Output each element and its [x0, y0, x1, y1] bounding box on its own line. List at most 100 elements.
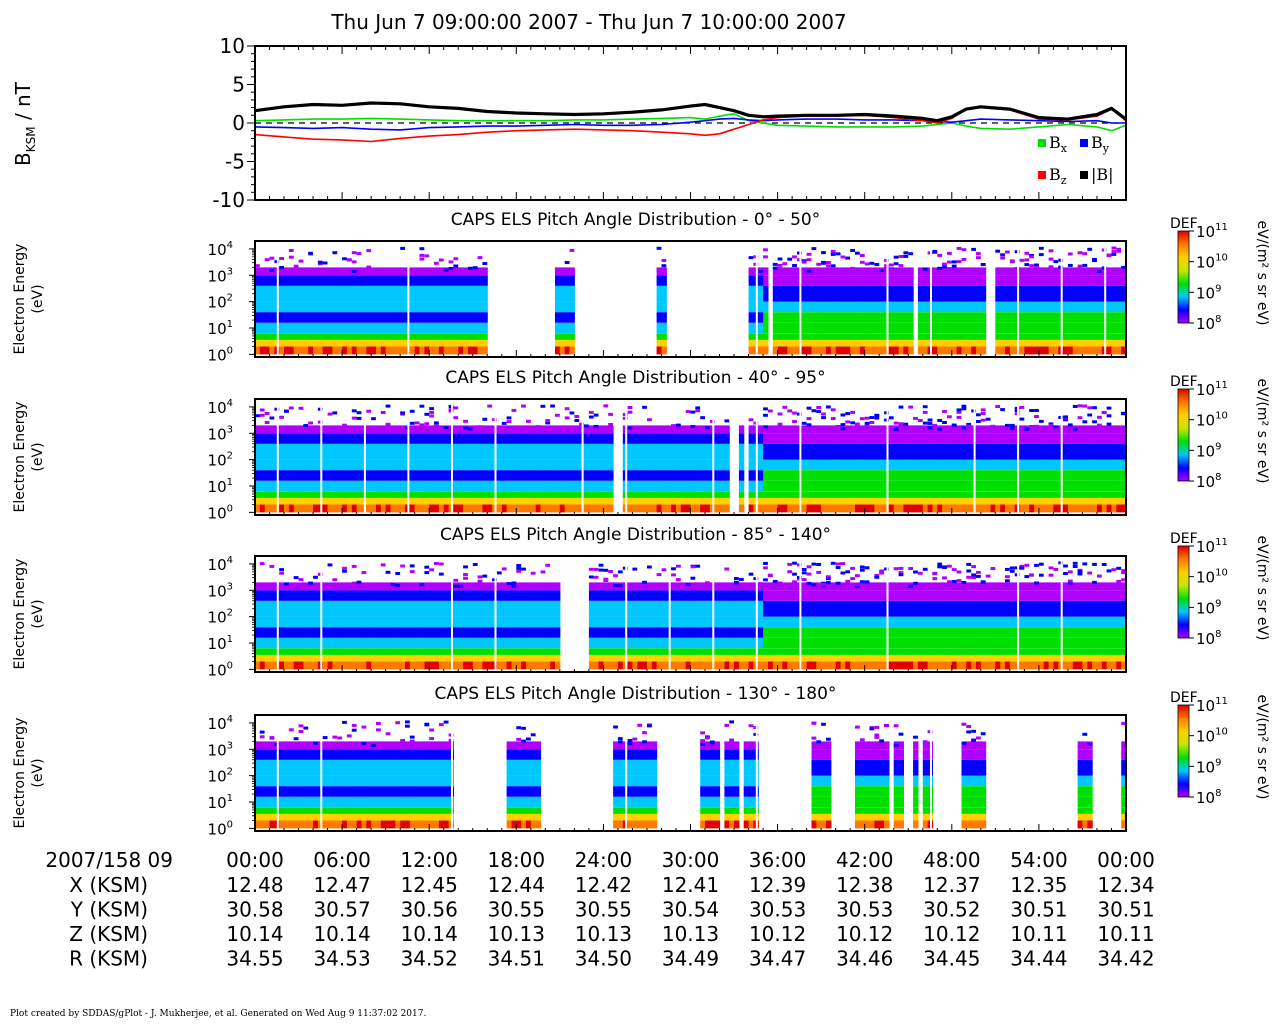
spectrogram-cell	[744, 638, 749, 649]
spectrogram-speck	[841, 256, 846, 259]
spectrogram-speck	[831, 562, 836, 565]
spectrogram-speck	[802, 261, 807, 264]
spectrogram-cell	[337, 425, 342, 433]
spectrogram-cell	[444, 275, 449, 286]
spectrogram-cell	[424, 617, 429, 628]
spectrogram-cell	[724, 505, 729, 513]
spectrogram-speck	[352, 582, 357, 585]
spectrogram-cell	[724, 498, 729, 505]
spectrogram-cell	[855, 662, 860, 670]
spectrogram-cell	[860, 312, 865, 323]
spectrogram-cell	[400, 275, 405, 286]
spectrogram-cell	[1049, 302, 1054, 313]
spectrogram-cell	[942, 617, 947, 628]
spectrogram-cell	[841, 302, 846, 313]
spectrogram-cell	[391, 617, 396, 628]
spectrogram-cell	[739, 582, 744, 590]
spectrogram-cell	[516, 648, 521, 655]
spectrogram-cell	[332, 491, 337, 498]
spectrogram-speck	[468, 428, 473, 431]
spectrogram-cell	[536, 662, 541, 670]
spectrogram-cell	[855, 286, 860, 302]
spectrogram-cell	[802, 312, 807, 323]
spectrogram-speck	[420, 583, 425, 586]
spectrogram-cell	[652, 505, 657, 513]
spectrogram-cell	[923, 333, 928, 340]
spectrogram-cell	[637, 505, 642, 513]
spectrogram-cell	[850, 312, 855, 323]
spectrogram-cell	[458, 498, 463, 505]
spectrogram-cell	[313, 638, 318, 649]
spectrogram-cell	[453, 505, 458, 513]
spectrogram-cell	[391, 638, 396, 649]
spectrogram-cell	[439, 333, 444, 340]
spectrogram-cell	[279, 460, 284, 471]
spectrogram-cell	[376, 444, 381, 460]
spectrogram-cell	[695, 491, 700, 498]
spectrogram-cell	[555, 617, 560, 628]
spectrogram-cell	[937, 302, 942, 313]
spectrogram-cell	[391, 312, 396, 323]
spectrogram-cell	[410, 444, 415, 460]
spectrogram-cell	[928, 617, 933, 628]
y-tick-label: 5	[232, 73, 245, 97]
spectrogram-cell	[589, 582, 594, 590]
spectrogram-cell	[1116, 481, 1121, 492]
spectrogram-cell	[608, 498, 613, 505]
spectrogram-cell	[1112, 312, 1117, 323]
legend-entry-bz: Bz	[1049, 165, 1067, 187]
spectrogram-cell	[691, 505, 696, 513]
spectrogram-cell	[928, 638, 933, 649]
spectrogram-cell	[739, 460, 744, 471]
spectrogram-cell	[1005, 498, 1010, 505]
spectrogram-speck	[952, 265, 957, 268]
spectrogram-cell	[1068, 498, 1073, 505]
spectrogram-cell	[434, 627, 439, 638]
spectrogram-cell	[1024, 347, 1029, 355]
spectrogram-cell	[763, 648, 768, 655]
spectrogram-cell	[860, 302, 865, 313]
spectrogram-cell	[782, 323, 787, 334]
spectrogram-speck	[671, 424, 676, 427]
spectrogram-cell	[758, 460, 763, 471]
spectrogram-cell	[976, 267, 981, 275]
spectrogram-cell	[1078, 498, 1083, 505]
spectrogram-speck	[429, 411, 434, 414]
spectrogram-cell	[628, 481, 633, 492]
spectrogram-cell	[613, 627, 618, 638]
spectrogram-cell	[971, 275, 976, 286]
colorbar-tick-label: 108	[1196, 314, 1221, 333]
spectrogram-speck	[531, 572, 536, 575]
spectrogram-cell	[313, 582, 318, 590]
spectrogram-cell	[1000, 267, 1005, 275]
spectrogram-cell	[773, 491, 778, 498]
spectrogram-cell	[434, 662, 439, 670]
spectrogram-cell	[807, 601, 812, 617]
spectrogram-cell	[555, 312, 560, 323]
spectrogram-cell	[381, 617, 386, 628]
spectrogram-cell	[1029, 470, 1034, 481]
spectrogram-cell	[531, 505, 536, 513]
spectrogram-cell	[879, 460, 884, 471]
spectrogram-cell	[1034, 481, 1039, 492]
spectrogram-cell	[913, 498, 918, 505]
spectrogram-cell	[1116, 470, 1121, 481]
spectrogram-cell	[362, 601, 367, 617]
spectrogram-cell	[700, 590, 705, 601]
spectrogram-cell	[845, 347, 850, 355]
spectrogram-cell	[279, 286, 284, 302]
spectrogram-cell	[918, 347, 923, 355]
spectrogram-cell	[1097, 312, 1102, 323]
spectrogram-cell	[1116, 433, 1121, 444]
spectrogram-cell	[1005, 470, 1010, 481]
spectrogram-cell	[758, 312, 763, 323]
spectrogram-cell	[313, 498, 318, 505]
spectrogram-speck	[894, 567, 899, 570]
spectrogram-cell	[1039, 323, 1044, 334]
spectrogram-cell	[947, 460, 952, 471]
spectrogram-speck	[937, 254, 942, 257]
spectrogram-cell	[328, 347, 333, 355]
spectrogram-cell	[453, 340, 458, 347]
spectrogram-cell	[570, 491, 575, 498]
spectrogram-cell	[502, 648, 507, 655]
